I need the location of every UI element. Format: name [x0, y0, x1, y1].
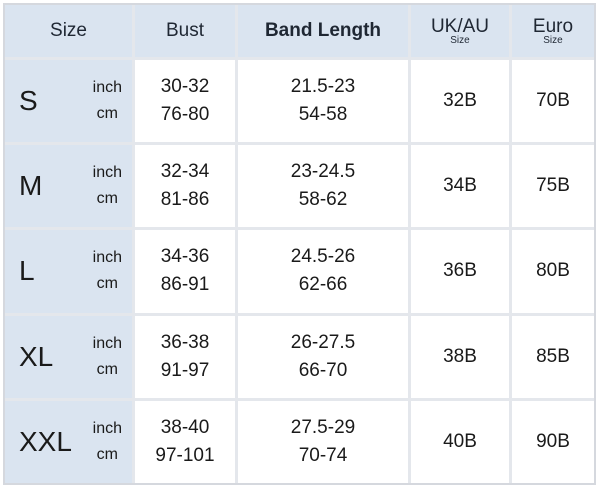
units: inch cm	[93, 249, 122, 293]
uk-au-cell: 40B	[411, 400, 509, 483]
euro-value: 70B	[536, 90, 570, 112]
header-bust-label: Bust	[165, 20, 205, 41]
size-chart-table: Size Bust Band Length UK/AU Size Euro Size…	[3, 3, 596, 485]
size-label: S	[19, 85, 38, 117]
band-inch: 21.5-23	[290, 76, 356, 98]
units: inch cm	[93, 335, 122, 379]
unit-inch: inch	[92, 334, 122, 352]
header-euro-sub: Size	[543, 35, 563, 46]
unit-cm: cm	[96, 360, 118, 378]
uk-au-value: 38B	[443, 345, 477, 367]
unit-inch: inch	[92, 79, 122, 97]
header-band-length: Band Length	[238, 5, 408, 57]
header-band-length-label: Band Length	[264, 20, 382, 41]
euro-value: 90B	[536, 430, 570, 452]
euro-cell: 75B	[512, 145, 594, 228]
size-cell: XL inch cm	[5, 315, 132, 398]
bust-cm: 97-101	[155, 444, 215, 466]
band-length-cell: 23-24.5 58-62	[238, 145, 408, 228]
size-cell: XXL inch cm	[5, 400, 132, 483]
band-inch: 23-24.5	[290, 161, 356, 183]
band-length-cell: 24.5-26 62-66	[238, 230, 408, 313]
euro-value: 75B	[536, 175, 570, 197]
unit-cm: cm	[96, 190, 118, 208]
size-label: XL	[19, 340, 54, 372]
band-inch: 26-27.5	[290, 331, 356, 353]
band-inch: 27.5-29	[290, 416, 356, 438]
unit-cm: cm	[96, 105, 118, 123]
header-size: Size	[5, 5, 132, 57]
size-cell: L inch cm	[5, 230, 132, 313]
band-cm: 66-70	[298, 359, 348, 381]
header-uk-au-sub: Size	[450, 35, 470, 46]
header-euro-label: Euro	[532, 16, 574, 37]
euro-value: 80B	[536, 260, 570, 282]
bust-inch: 38-40	[160, 416, 210, 438]
uk-au-cell: 38B	[411, 315, 509, 398]
bust-inch: 34-36	[160, 246, 210, 268]
header-bust: Bust	[135, 5, 235, 57]
bust-cell: 36-38 91-97	[135, 315, 235, 398]
unit-inch: inch	[92, 419, 122, 437]
uk-au-value: 36B	[443, 260, 477, 282]
unit-inch: inch	[92, 249, 122, 267]
euro-cell: 70B	[512, 60, 594, 143]
bust-cm: 91-97	[160, 359, 210, 381]
uk-au-value: 32B	[443, 90, 477, 112]
header-uk-au-label: UK/AU	[430, 16, 490, 37]
bust-cm: 76-80	[160, 104, 210, 126]
uk-au-cell: 32B	[411, 60, 509, 143]
header-uk-au: UK/AU Size	[411, 5, 509, 57]
uk-au-cell: 34B	[411, 145, 509, 228]
bust-inch: 32-34	[160, 161, 210, 183]
euro-cell: 85B	[512, 315, 594, 398]
euro-value: 85B	[536, 345, 570, 367]
band-cm: 58-62	[298, 189, 348, 211]
uk-au-value: 40B	[443, 430, 477, 452]
size-label: L	[19, 255, 35, 287]
band-cm: 54-58	[298, 104, 348, 126]
bust-cell: 30-32 76-80	[135, 60, 235, 143]
euro-cell: 90B	[512, 400, 594, 483]
header-size-label: Size	[50, 20, 87, 41]
bust-inch: 30-32	[160, 76, 210, 98]
band-length-cell: 27.5-29 70-74	[238, 400, 408, 483]
bust-cell: 32-34 81-86	[135, 145, 235, 228]
size-label: M	[19, 170, 43, 202]
band-length-cell: 21.5-23 54-58	[238, 60, 408, 143]
unit-cm: cm	[96, 275, 118, 293]
header-euro: Euro Size	[512, 5, 594, 57]
size-cell: M inch cm	[5, 145, 132, 228]
bust-cell: 34-36 86-91	[135, 230, 235, 313]
bust-cm: 86-91	[160, 274, 210, 296]
units: inch cm	[93, 420, 122, 464]
size-label: XXL	[19, 425, 72, 457]
size-cell: S inch cm	[5, 60, 132, 143]
units: inch cm	[93, 164, 122, 208]
band-cm: 62-66	[298, 274, 348, 296]
euro-cell: 80B	[512, 230, 594, 313]
band-length-cell: 26-27.5 66-70	[238, 315, 408, 398]
band-cm: 70-74	[298, 444, 348, 466]
bust-cm: 81-86	[160, 189, 210, 211]
band-inch: 24.5-26	[290, 246, 356, 268]
unit-cm: cm	[96, 445, 118, 463]
bust-cell: 38-40 97-101	[135, 400, 235, 483]
unit-inch: inch	[92, 164, 122, 182]
uk-au-cell: 36B	[411, 230, 509, 313]
uk-au-value: 34B	[443, 175, 477, 197]
units: inch cm	[93, 79, 122, 123]
bust-inch: 36-38	[160, 331, 210, 353]
